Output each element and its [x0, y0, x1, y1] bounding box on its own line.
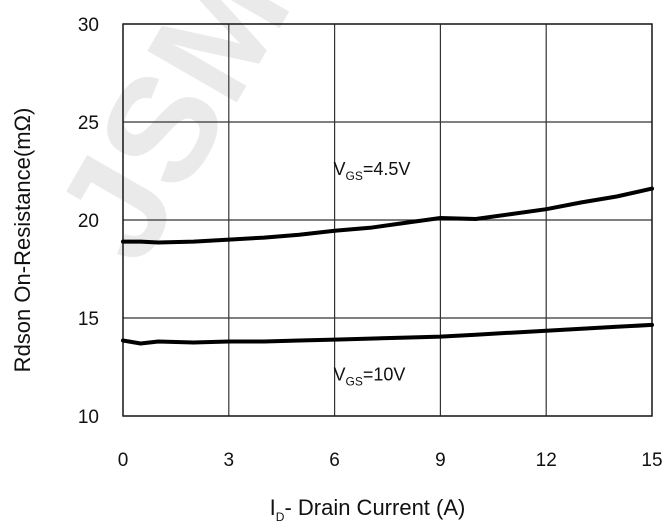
y-tick-label-0: 10	[78, 407, 99, 428]
series-group	[121, 186, 654, 346]
series-label-1: VGS=10V	[334, 365, 406, 389]
x-tick-labels: 0 3 6 9 12 15	[118, 450, 663, 471]
y-tick-label-4: 30	[78, 15, 99, 36]
x-tick-label-5: 15	[641, 450, 662, 471]
series-label-0: VGS=4.5V	[334, 159, 411, 183]
x-axis-title-sub: D	[276, 510, 285, 524]
series-line-1	[121, 322, 654, 346]
y-tick-label-1: 15	[78, 309, 99, 330]
x-tick-label-0: 0	[118, 450, 129, 471]
plot-frame	[122, 23, 653, 417]
y-tick-label-2: 20	[78, 211, 99, 232]
x-tick-label-3: 9	[435, 450, 446, 471]
x-axis-title-main: I	[270, 495, 276, 520]
x-tick-label-2: 6	[329, 450, 340, 471]
y-axis-title: Rdson On-Resistance(mΩ)	[10, 108, 35, 373]
y-tick-label-3: 25	[78, 113, 99, 134]
series-line-0	[121, 186, 654, 245]
x-tick-label-4: 12	[536, 450, 557, 471]
series-labels: VGS=4.5V VGS=10V	[334, 159, 411, 389]
y-tick-labels: 10 15 20 25 30	[78, 15, 99, 428]
x-axis-title: ID- Drain Current (A)	[270, 495, 466, 524]
x-tick-label-1: 3	[224, 450, 235, 471]
x-axis-title-rest: - Drain Current (A)	[284, 495, 465, 520]
